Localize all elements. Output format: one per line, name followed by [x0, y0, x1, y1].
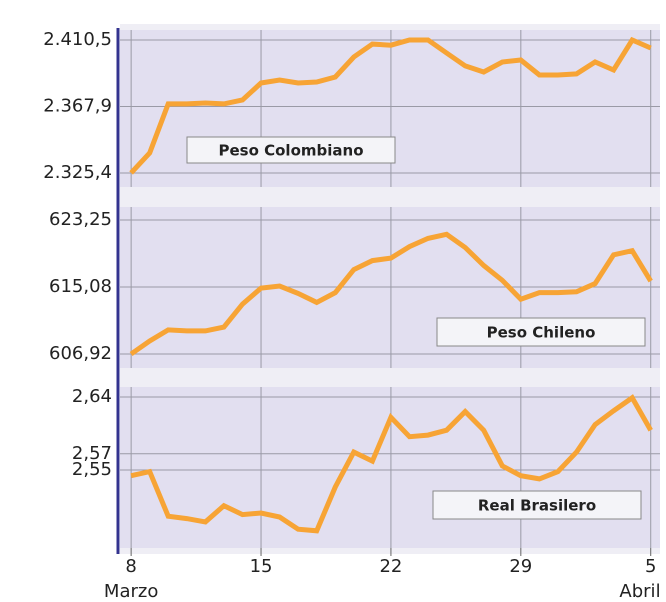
y-tick-label: 2.410,5 — [43, 29, 112, 50]
y-tick-label: 2,57 — [72, 443, 112, 464]
y-tick-label: 2.325,4 — [43, 162, 112, 183]
y-tick-label: 606,92 — [49, 343, 112, 364]
y-tick-label: 2,64 — [72, 386, 112, 407]
legend-box — [186, 136, 396, 164]
x-tick-label: 8 — [125, 556, 136, 577]
panel — [120, 387, 660, 548]
legend-box — [432, 490, 642, 520]
legend-label: Real Brasilero — [478, 497, 596, 515]
x-tick-label: 15 — [250, 556, 273, 577]
legend-label: Peso Colombiano — [219, 142, 364, 160]
legend-box — [436, 317, 646, 347]
x-month-label: Abril — [619, 581, 660, 602]
x-tick-label: 29 — [509, 556, 532, 577]
x-month-label: Marzo — [104, 581, 158, 602]
data-line — [129, 36, 652, 175]
x-tick-label: 22 — [379, 556, 402, 577]
legend-label: Peso Chileno — [487, 324, 596, 342]
y-tick-label: 2,55 — [72, 459, 112, 480]
data-line — [129, 231, 653, 357]
y-tick-label: 623,25 — [49, 209, 112, 230]
x-tick-label: 5 — [645, 556, 656, 577]
y-tick-label: 2.367,9 — [43, 96, 112, 117]
y-tick-label: 615,08 — [49, 276, 112, 297]
data-line — [130, 394, 653, 534]
